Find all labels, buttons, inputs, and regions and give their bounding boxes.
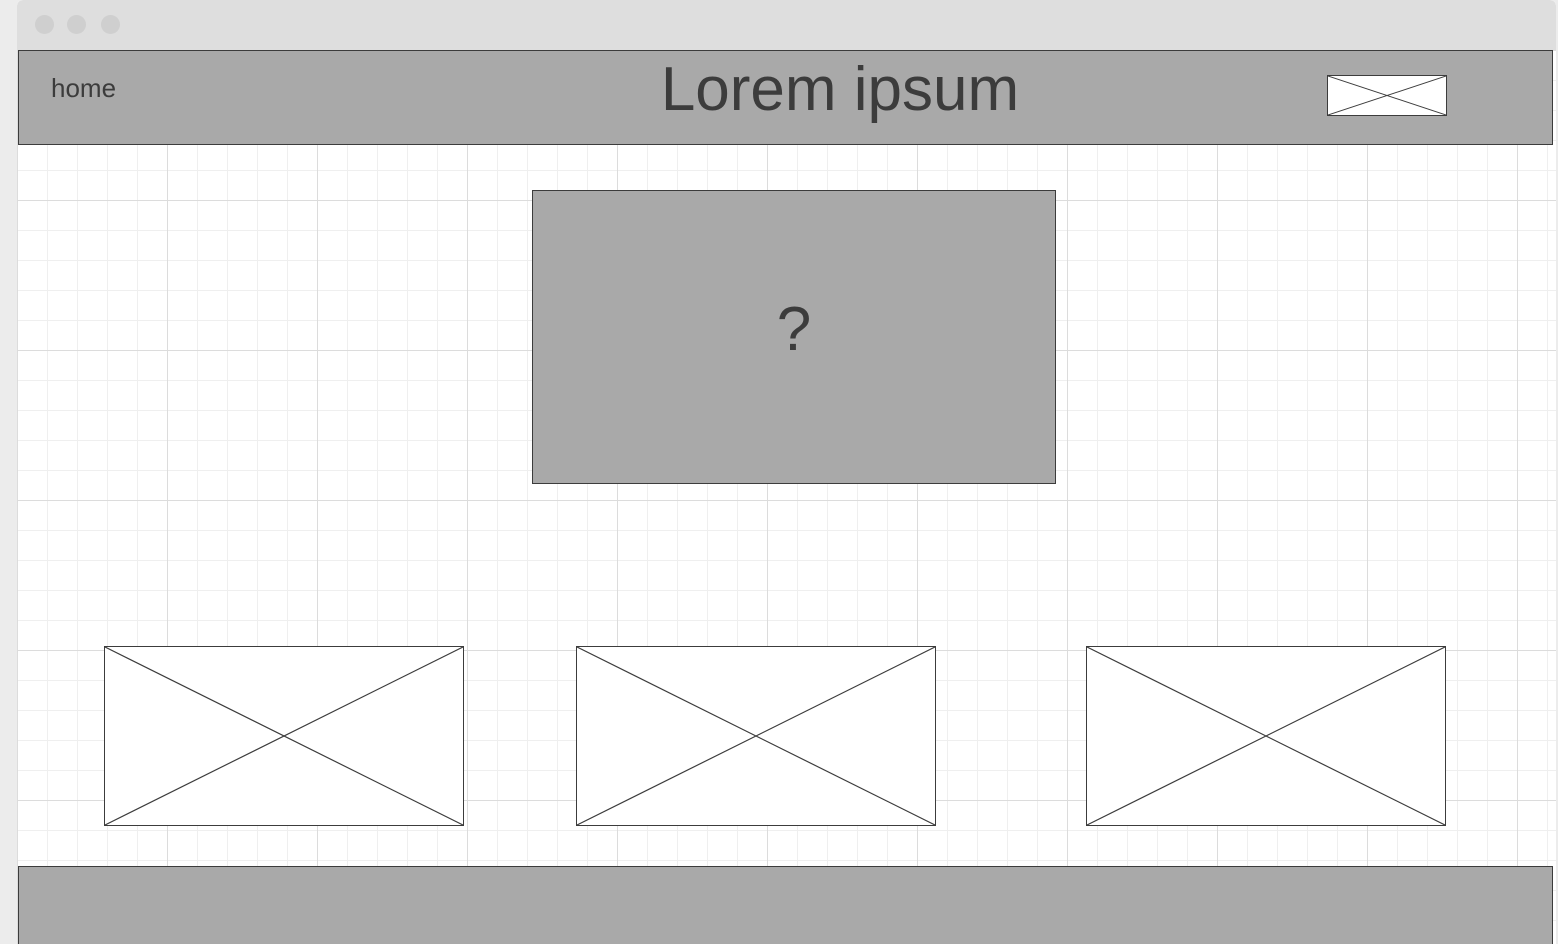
page-footer	[18, 866, 1553, 944]
image-placeholder-icon	[105, 647, 463, 825]
hero-placeholder: ?	[532, 190, 1056, 484]
nav-home-link[interactable]: home	[51, 73, 117, 103]
page-title: Lorem ipsum	[660, 55, 1020, 124]
browser-window: home Lorem ipsum ?	[17, 0, 1556, 944]
window-close-button[interactable]	[35, 15, 54, 34]
thumbnail-image-2	[576, 646, 936, 826]
window-minimize-button[interactable]	[67, 15, 86, 34]
hero-question-mark: ?	[776, 295, 812, 364]
image-placeholder-icon	[1327, 75, 1447, 116]
page-header: home Lorem ipsum	[18, 50, 1553, 145]
image-placeholder-icon	[1087, 647, 1445, 825]
window-titlebar	[17, 0, 1556, 50]
image-placeholder-icon	[577, 647, 935, 825]
thumbnail-image-1	[104, 646, 464, 826]
window-maximize-button[interactable]	[101, 15, 120, 34]
thumbnail-image-3	[1086, 646, 1446, 826]
